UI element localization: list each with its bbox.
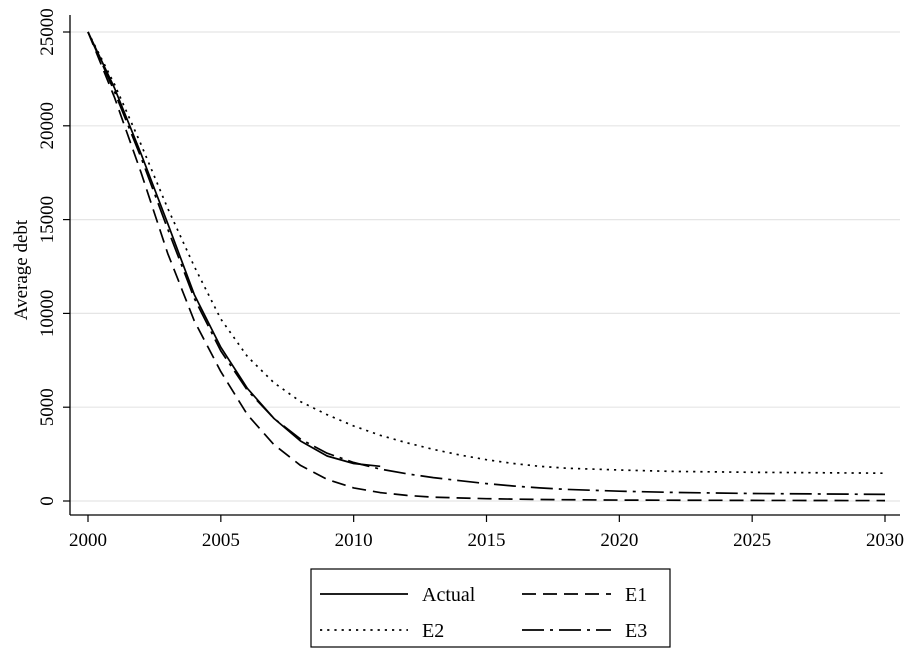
y-tick-label: 0 [37, 496, 58, 506]
x-tick-label: 2020 [600, 530, 638, 551]
legend-label-e3: E3 [625, 620, 647, 642]
x-tick-label: 2010 [335, 530, 373, 551]
series-line-e1 [87, 31, 886, 502]
series-line-e3 [87, 31, 886, 496]
legend-label-actual: Actual [422, 584, 476, 606]
x-tick-label: 2015 [468, 530, 506, 551]
y-tick-label: 5000 [37, 388, 58, 426]
y-tick-label: 15000 [37, 196, 58, 244]
y-tick-label: 25000 [37, 8, 58, 56]
x-tick-label: 2030 [866, 530, 904, 551]
y-tick-label: 10000 [37, 290, 58, 338]
series-line-e2 [87, 31, 886, 475]
series-line-actual [87, 31, 381, 468]
x-tick-label: 2025 [733, 530, 771, 551]
gridlines [70, 31, 900, 502]
y-tick-label: 20000 [37, 102, 58, 150]
axis-ticks: 0 5000 10000 15000 20000 25000 2000 2005 2010 201… [37, 8, 904, 551]
axes [69, 15, 900, 516]
series-lines [87, 31, 886, 502]
legend-label-e1: E1 [625, 584, 647, 606]
legend-box [310, 568, 671, 648]
x-tick-label: 2000 [69, 530, 107, 551]
legend-label-e2: E2 [422, 620, 444, 642]
legend: Actual E1 E2 E3 [310, 568, 671, 648]
y-axis-title: Average debt [11, 219, 32, 320]
x-tick-label: 2005 [202, 530, 240, 551]
